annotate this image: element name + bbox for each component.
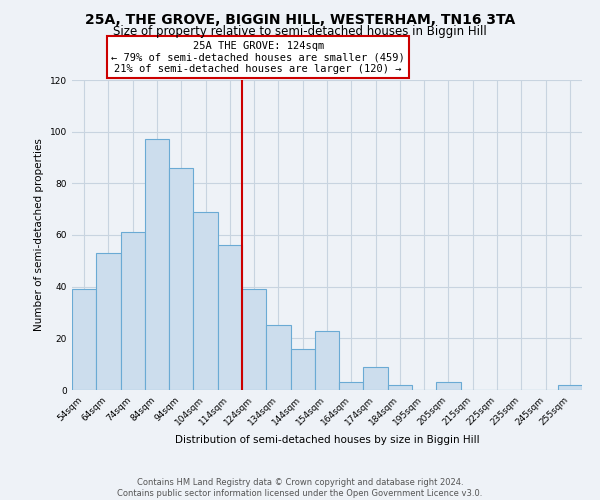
Bar — [388, 385, 412, 390]
Text: Size of property relative to semi-detached houses in Biggin Hill: Size of property relative to semi-detach… — [113, 25, 487, 38]
Bar — [266, 326, 290, 390]
Bar — [290, 348, 315, 390]
Bar — [558, 385, 582, 390]
Bar — [364, 367, 388, 390]
Bar — [218, 246, 242, 390]
Y-axis label: Number of semi-detached properties: Number of semi-detached properties — [34, 138, 44, 332]
Bar — [436, 382, 461, 390]
Bar — [242, 289, 266, 390]
Text: 25A THE GROVE: 124sqm
← 79% of semi-detached houses are smaller (459)
21% of sem: 25A THE GROVE: 124sqm ← 79% of semi-deta… — [111, 40, 405, 74]
Bar — [169, 168, 193, 390]
Text: Contains HM Land Registry data © Crown copyright and database right 2024.
Contai: Contains HM Land Registry data © Crown c… — [118, 478, 482, 498]
Bar — [121, 232, 145, 390]
Bar — [193, 212, 218, 390]
Bar — [145, 140, 169, 390]
Text: 25A, THE GROVE, BIGGIN HILL, WESTERHAM, TN16 3TA: 25A, THE GROVE, BIGGIN HILL, WESTERHAM, … — [85, 12, 515, 26]
X-axis label: Distribution of semi-detached houses by size in Biggin Hill: Distribution of semi-detached houses by … — [175, 436, 479, 446]
Bar — [339, 382, 364, 390]
Bar — [96, 253, 121, 390]
Bar — [315, 330, 339, 390]
Bar — [72, 289, 96, 390]
